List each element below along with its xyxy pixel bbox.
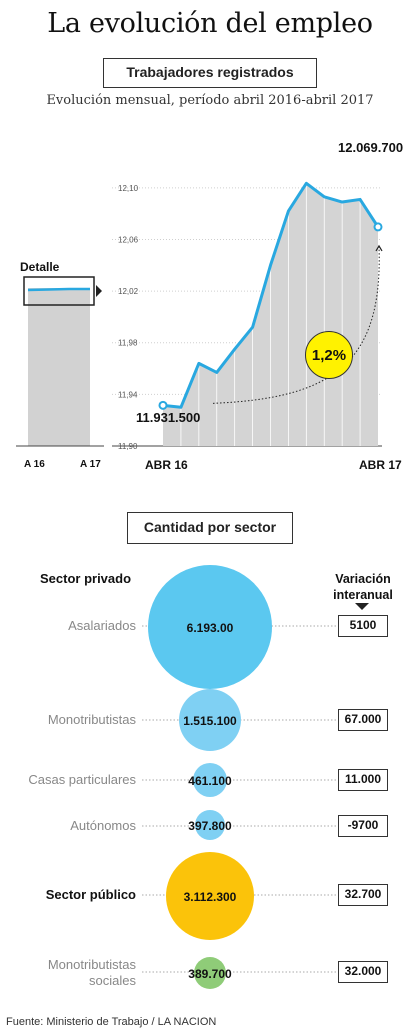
row-label-line1: Monotributistas (47, 957, 136, 972)
y-tick-label: 12,06 (118, 235, 139, 244)
bubble-monotributistas: 1.515.100 (179, 689, 241, 751)
series-line (162, 181, 380, 409)
x-tick-start: ABR 16 (145, 458, 188, 472)
row-label-asalariados: Asalariados (68, 618, 136, 633)
variation-box-monotributistas-sociales: 32.000 (338, 961, 388, 983)
section-label-sector: Cantidad por sector (127, 512, 293, 544)
bubble-value: 6.193.00 (186, 621, 234, 635)
section-label-registrados: Trabajadores registrados (103, 58, 317, 88)
bubble-value: 389.700 (188, 967, 232, 981)
row-label-line2: sociales (89, 973, 136, 988)
variation-box-casas-particulares: 11.000 (338, 769, 388, 791)
row-label-autonomos: Autónomos (70, 818, 136, 833)
variation-box-sector-publico: 32.700 (338, 884, 388, 906)
y-tick-label: 12,02 (118, 287, 139, 296)
y-tick-label: 11,98 (118, 339, 138, 348)
group-heading-privado: Sector privado (40, 571, 132, 586)
source-note: Fuente: Ministerio de Trabajo / LA NACIO… (6, 1016, 217, 1028)
change-badge: 1,2% (305, 331, 353, 379)
chart-subtitle: Evolución mensual, período abril 2016-ab… (46, 93, 374, 108)
bubble-value: 1.515.100 (183, 714, 237, 728)
chart-area-group (162, 181, 380, 447)
bubble-casas-particulares: 461.100 (188, 763, 232, 797)
bubble-asalariados: 6.193.00 (148, 565, 272, 689)
row-label-monotributistas: Monotributistas (47, 712, 136, 727)
detail-mini-chart (16, 276, 104, 447)
variation-arrow-icon (355, 603, 369, 610)
page-title: La evolución del empleo (47, 8, 373, 39)
x-tick-end: ABR 17 (359, 458, 402, 472)
start-point-marker (158, 400, 168, 410)
detail-frame (23, 276, 95, 306)
change-badge-label: 1,2% (311, 347, 347, 364)
end-value-label: 12.069.700 (338, 140, 404, 155)
detail-tick-right: A 17 (80, 459, 101, 470)
detail-pointer-icon (96, 285, 102, 297)
row-label-monotributistas-sociales: Monotributistas sociales (0, 957, 136, 989)
detail-label: Detalle (20, 260, 60, 274)
bubble-value: 461.100 (188, 774, 232, 788)
detail-line (27, 287, 90, 292)
y-tick-label: 12,10 (118, 184, 139, 193)
arrow-head-icon (375, 244, 383, 252)
bubble-autonomos: 397.800 (188, 810, 232, 840)
start-value-label: 11.931.500 (136, 410, 201, 425)
y-tick-labels: 11,90 11,94 11,98 12,02 12,06 12,10 (118, 184, 139, 451)
bubble-value: 397.800 (188, 819, 232, 833)
variation-header: Variación interanual (326, 571, 400, 603)
variation-box-asalariados: 5100 (338, 615, 388, 637)
end-point-marker (373, 222, 383, 232)
y-tick-label: 11,94 (118, 390, 138, 399)
variation-box-monotributistas: 67.000 (338, 709, 388, 731)
y-tick-label: 11,90 (118, 442, 138, 451)
detail-area (28, 288, 90, 446)
bubble-sector-publico: 3.112.300 (166, 852, 254, 940)
variation-header-line1: Variación (335, 572, 391, 586)
row-label-sector-publico: Sector público (45, 887, 136, 902)
detail-tick-left: A 16 (24, 459, 45, 470)
variation-header-line2: interanual (333, 588, 393, 602)
row-label-casas-particulares: Casas particulares (28, 772, 136, 787)
bubble-value: 3.112.300 (183, 890, 237, 904)
bubble-monotributistas-sociales: 389.700 (188, 957, 232, 989)
variation-box-autonomos: -9700 (338, 815, 388, 837)
